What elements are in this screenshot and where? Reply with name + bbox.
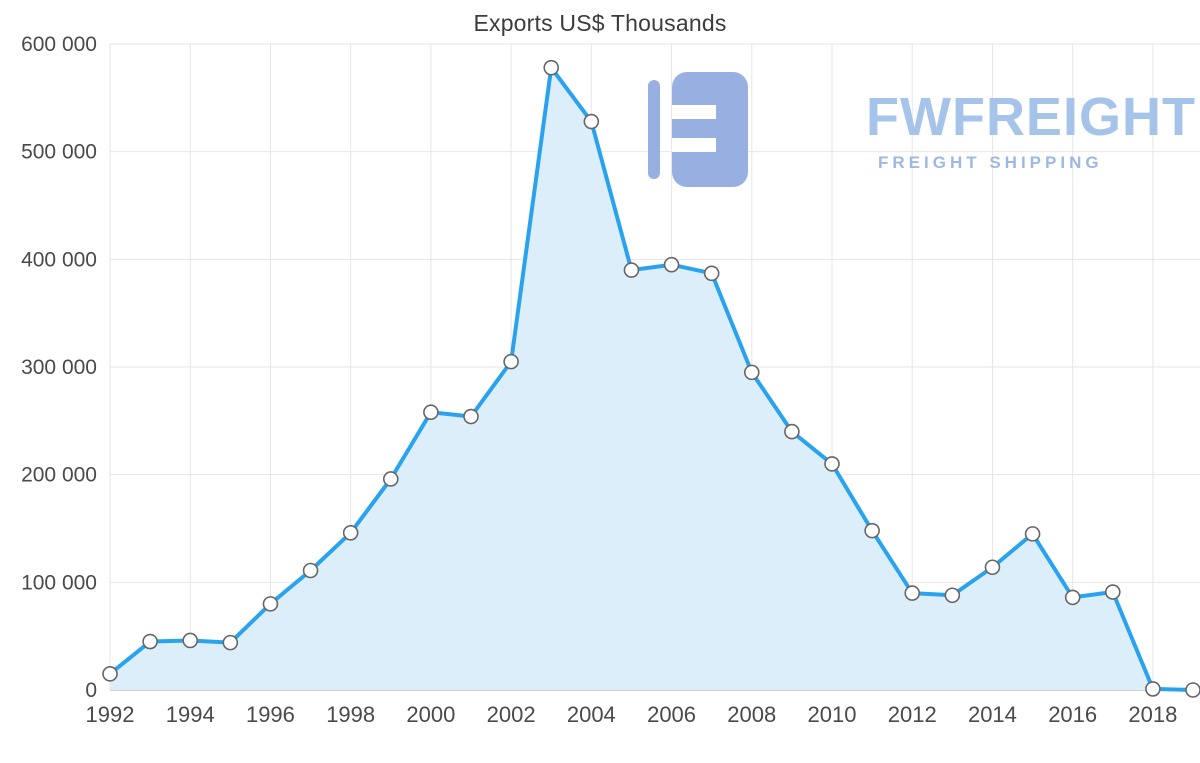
data-point-marker — [342, 525, 359, 541]
data-point-marker — [1185, 682, 1200, 698]
x-axis-tick-label: 1998 — [326, 702, 375, 727]
data-point-marker — [583, 113, 600, 130]
y-axis-tick-label: 600 000 — [21, 33, 97, 56]
data-point-marker — [663, 256, 680, 273]
data-point-marker — [423, 404, 439, 421]
data-point-marker — [1064, 589, 1081, 606]
data-point-marker — [824, 456, 840, 472]
data-point-marker — [102, 666, 118, 682]
x-axis-tick-label: 2002 — [487, 702, 536, 727]
data-point-marker — [1145, 681, 1161, 697]
data-point-marker — [904, 585, 921, 601]
data-point-marker — [302, 562, 319, 579]
data-point-marker — [784, 423, 800, 440]
data-point-marker — [743, 364, 760, 381]
x-axis-tick-label: 1994 — [166, 702, 215, 727]
data-point-marker — [944, 587, 961, 604]
x-axis-tick-label: 2010 — [808, 702, 857, 727]
data-point-marker — [382, 471, 399, 487]
x-axis-tick-label: 2012 — [888, 702, 937, 727]
data-point-marker — [503, 353, 519, 370]
data-point-marker — [222, 634, 239, 651]
x-axis-tick-label: 2016 — [1048, 702, 1097, 727]
x-axis-tick-label: 2014 — [968, 702, 1017, 727]
y-axis-tick-label: 100 000 — [21, 571, 97, 594]
data-point-marker — [703, 265, 720, 282]
data-point-marker — [142, 633, 158, 650]
x-axis-tick-label: 2004 — [567, 702, 616, 727]
data-point-marker — [182, 632, 199, 649]
data-point-marker — [463, 408, 479, 425]
data-point-marker — [623, 262, 640, 278]
data-point-marker — [1024, 526, 1041, 542]
x-axis-tick-label: 1992 — [86, 702, 135, 727]
chart-title: Exports US$ Thousands — [473, 10, 727, 36]
data-point-marker — [543, 59, 560, 76]
series-area-fill — [110, 67, 1193, 691]
data-point-marker — [262, 596, 279, 612]
y-axis-tick-label: 0 — [85, 679, 97, 702]
data-point-marker — [864, 522, 880, 539]
y-axis-tick-label: 300 000 — [21, 356, 97, 379]
x-axis-tick-label: 2008 — [727, 702, 776, 727]
y-axis-tick-label: 400 000 — [21, 248, 97, 271]
data-point-marker — [984, 559, 1001, 576]
x-axis-tick-label: 2006 — [647, 702, 696, 727]
y-axis-tick-label: 500 000 — [21, 141, 97, 164]
data-point-marker — [1104, 584, 1121, 600]
x-axis-tick-label: 1996 — [246, 702, 295, 727]
series-line — [108, 65, 1195, 692]
x-axis-tick-label: 2018 — [1128, 702, 1177, 727]
y-axis-tick-label: 200 000 — [21, 464, 97, 487]
x-axis-tick-label: 2000 — [406, 702, 455, 727]
